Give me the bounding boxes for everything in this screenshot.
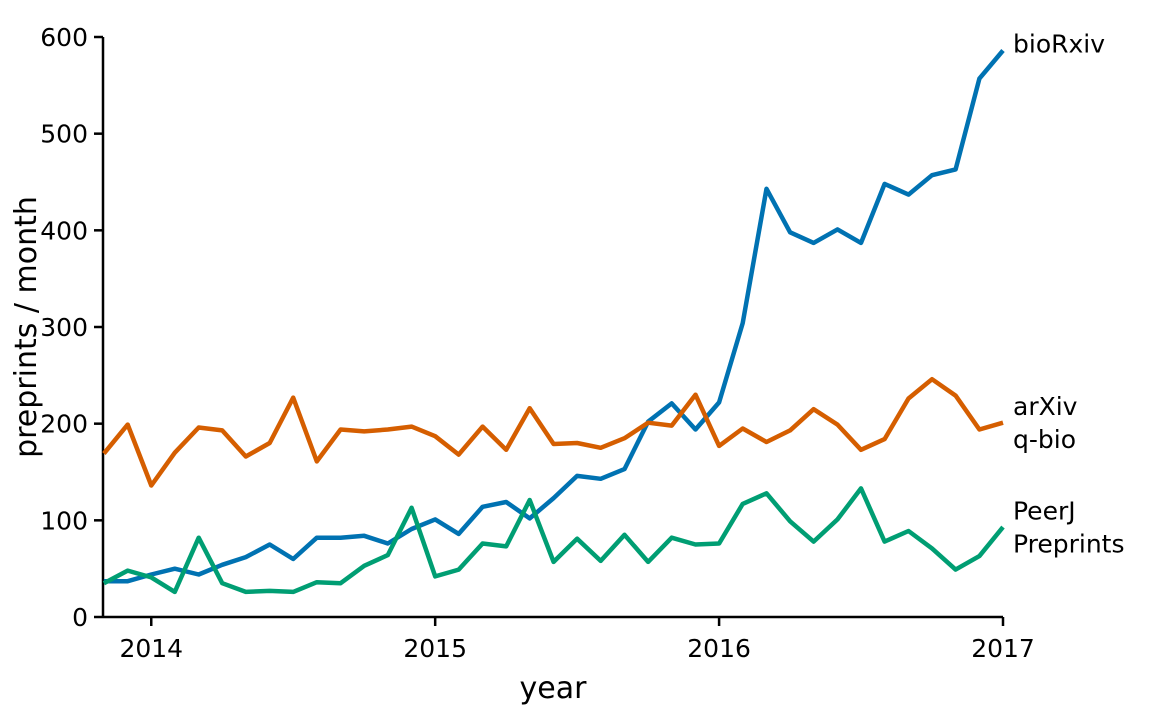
x-tick-label: 2016 — [687, 634, 751, 663]
y-tick-label: 300 — [40, 313, 88, 342]
series-label: bioRxiv — [1013, 30, 1105, 59]
y-tick-label: 0 — [72, 603, 88, 632]
y-axis-title: preprints / month — [9, 196, 44, 458]
series-label: PeerJ — [1013, 497, 1076, 526]
x-tick-label: 2017 — [971, 634, 1035, 663]
x-ticks: 2014 2015 2016 2017 — [119, 617, 1035, 663]
series-line-biorxiv — [103, 49, 1005, 584]
y-tick-label: 600 — [40, 23, 88, 52]
y-tick-label: 200 — [40, 410, 88, 439]
x-tick-label: 2014 — [119, 634, 183, 663]
series-line-arxiv-q-bio — [102, 376, 1004, 488]
series-layer — [102, 49, 1005, 595]
y-tick-label: 400 — [40, 216, 88, 245]
y-tick-label: 100 — [40, 506, 88, 535]
y-tick-label: 500 — [40, 120, 88, 149]
series-line-peerj-preprints — [102, 486, 1005, 595]
series-label: q-bio — [1013, 425, 1076, 454]
series-labels: bioRxiv arXiv q-bio PeerJ Preprints — [1013, 30, 1125, 559]
x-axis-title: year — [520, 671, 588, 706]
x-tick-label: 2015 — [403, 634, 467, 663]
series-label: arXiv — [1013, 392, 1078, 421]
axes: 0 100 200 300 400 500 600 2014 2015 2016 2017 — [40, 23, 1035, 663]
y-ticks: 0 100 200 300 400 500 600 — [40, 23, 103, 632]
series-label: Preprints — [1013, 530, 1125, 559]
